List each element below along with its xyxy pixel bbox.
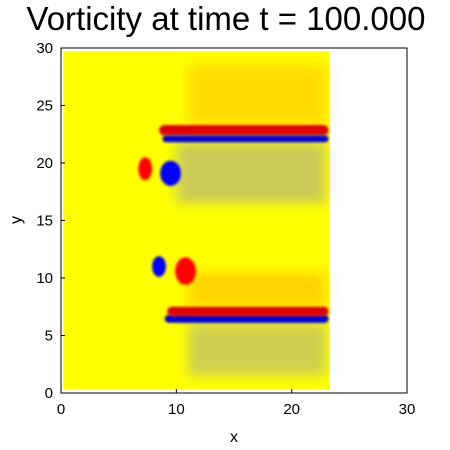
y-tick-label: 15 [36, 213, 53, 230]
y-tick-label: 10 [36, 270, 53, 287]
lower-blue-band [164, 314, 329, 323]
x-tick-label: 30 [399, 401, 416, 418]
y-tick-label: 30 [36, 40, 53, 57]
chart-title: Vorticity at time t = 100.000 [27, 0, 426, 37]
lower-grey-wake [187, 322, 327, 376]
x-tick-label: 10 [168, 401, 185, 418]
upper-blue-band [162, 135, 329, 143]
lower-red-band [167, 306, 329, 316]
y-tick-label: 0 [45, 385, 53, 402]
upper-red-band [159, 125, 329, 136]
upper-orange-wake [187, 65, 327, 126]
y-axis-label: y [8, 216, 25, 224]
upper-left-blue-vortex [160, 160, 181, 187]
x-tick-label: 20 [283, 401, 300, 418]
y-tick-label: 5 [45, 328, 53, 345]
upper-grey-wake [176, 142, 327, 204]
vorticity-field [63, 51, 330, 390]
lower-orange-wake [187, 272, 327, 307]
y-tick-label: 25 [36, 98, 53, 115]
y-tick-label: 20 [36, 155, 53, 172]
lower-red-vortex [175, 257, 196, 285]
axis-ticks: 0 10 20 30 0 5 10 15 20 25 30 [36, 40, 415, 418]
x-tick-label: 0 [57, 401, 65, 418]
lower-blue-vortex [152, 256, 166, 277]
upper-left-red-vortex [138, 157, 153, 181]
x-axis-label: x [230, 429, 238, 446]
